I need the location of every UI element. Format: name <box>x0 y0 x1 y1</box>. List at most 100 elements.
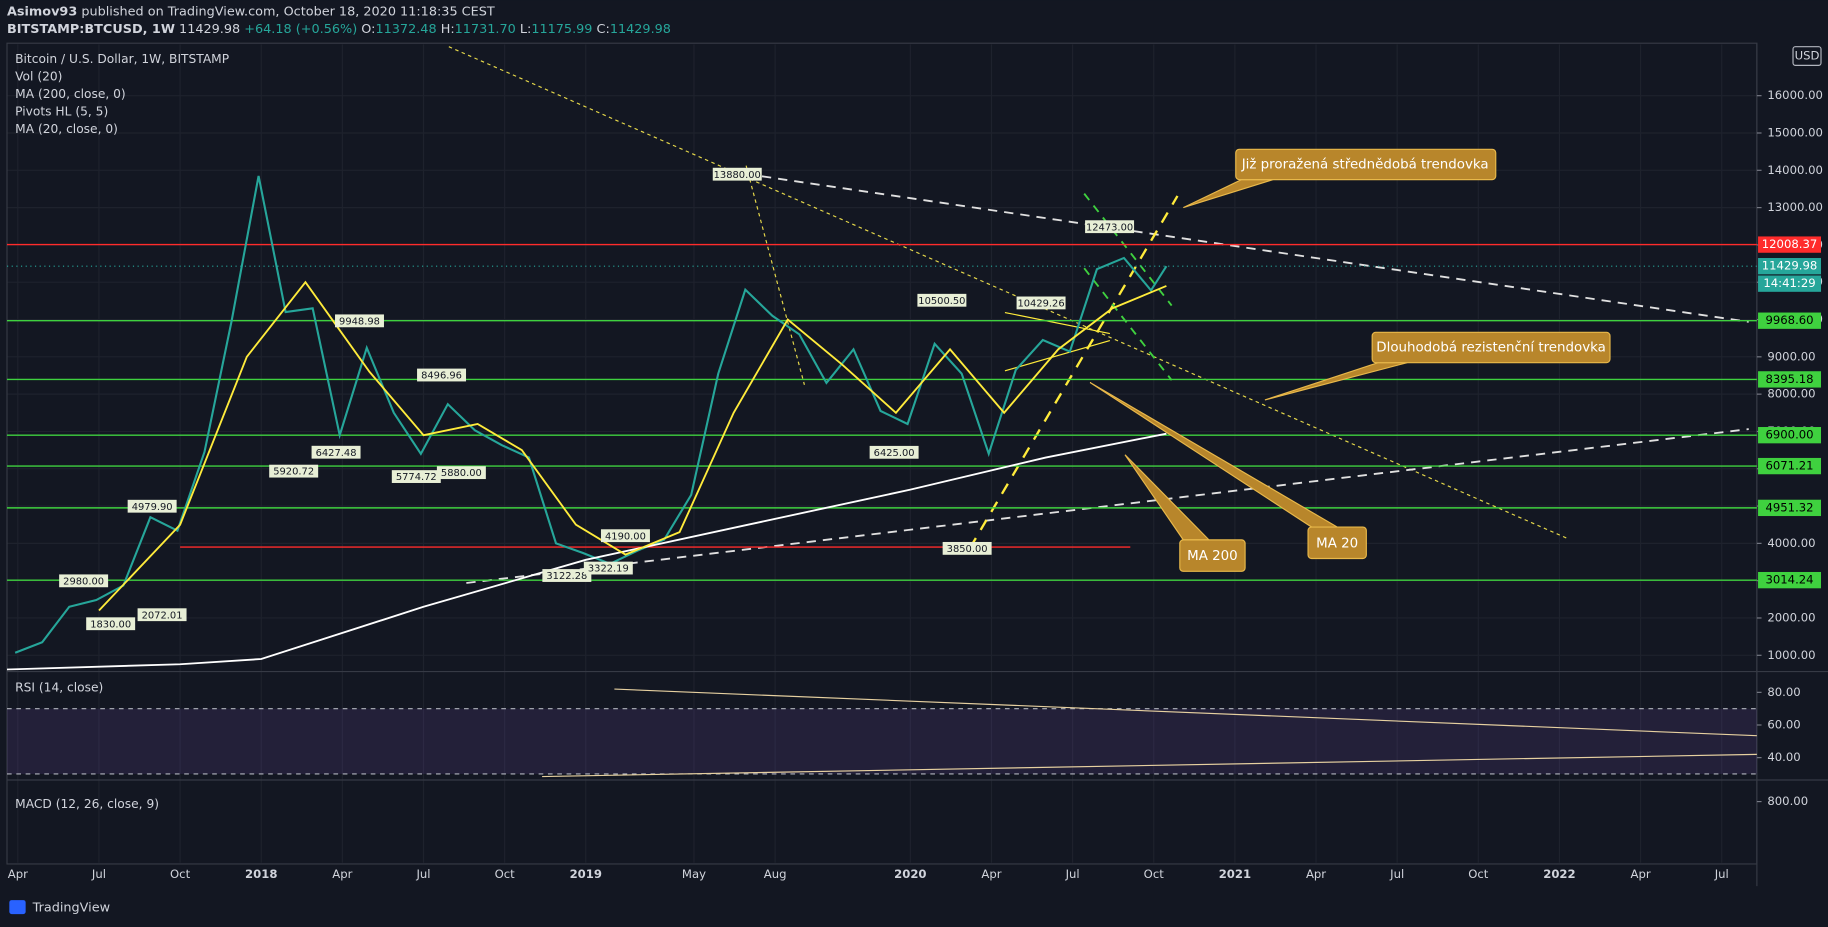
pivot-label: 10500.50 <box>918 296 965 307</box>
ohlc-key: O: <box>361 22 375 37</box>
pivot-label: 13880.00 <box>714 170 761 181</box>
level-label: 4951.32 <box>1765 500 1813 514</box>
x-tick-label: 2020 <box>894 867 926 881</box>
legend-item: Pivots HL (5, 5) <box>15 105 108 119</box>
rsi-band <box>6 708 1757 774</box>
pivot-box <box>269 464 319 478</box>
pivot-box <box>542 569 592 582</box>
y-tick-label: 16000.00 <box>1767 88 1823 102</box>
pivot-box <box>127 499 177 513</box>
drawings <box>448 46 1749 584</box>
header-line-1: Asimov93 published on TradingView.com, O… <box>7 4 495 19</box>
level-label: 6071.21 <box>1765 459 1813 473</box>
pane-borders <box>6 42 1828 887</box>
currency: USD <box>1795 49 1820 63</box>
pivot-box <box>86 617 136 631</box>
level-label: 12008.37 <box>1762 237 1818 251</box>
legend: Bitcoin / U.S. Dollar, 1W, BITSTAMP Vol … <box>15 52 229 811</box>
rsi-tick-label: 60.00 <box>1767 717 1800 731</box>
pivot-label: 5920.72 <box>273 467 314 478</box>
x-tick-label: Apr <box>332 867 352 881</box>
header-line-2: BITSTAMP:BTCUSD, 1W 11429.98 +64.18 (+0.… <box>7 22 671 37</box>
pivot-box <box>137 608 187 622</box>
footer: TradingView <box>9 900 110 916</box>
pivot-box <box>417 368 467 382</box>
pivot-box <box>59 574 109 588</box>
ohlc-value: 11175.99 <box>531 22 592 37</box>
series-line <box>14 175 1168 654</box>
callout-text: MA 200 <box>1187 549 1238 564</box>
pivot-label: 6425.00 <box>874 448 915 459</box>
y-tick-label: 2000.00 <box>1767 610 1815 624</box>
x-tick-label: Oct <box>1144 867 1165 881</box>
x-tick-label: Oct <box>1468 867 1489 881</box>
rsi-tick-label: 80.00 <box>1767 685 1800 699</box>
pivot-label: 4190.00 <box>605 531 646 542</box>
rsi-drawings <box>542 688 1757 778</box>
change: +64.18 (+0.56%) <box>244 22 357 37</box>
marks: Apr Jul Oct 2018 Apr Jul Oct 2019 May Aug 2020 Apr J… <box>6 88 1823 881</box>
level-label: 6900.00 <box>1765 428 1813 442</box>
footer-brand: TradingView <box>32 901 110 916</box>
level-badge <box>1758 499 1822 517</box>
rsi-tick-label: 40.00 <box>1767 750 1800 764</box>
x-tick-label: Aug <box>764 867 787 881</box>
price: 11429.98 <box>179 22 240 37</box>
pivot-box <box>311 445 361 459</box>
pivot-box <box>600 529 650 543</box>
x-tick-label: Jul <box>415 867 430 881</box>
legend-item: MA (20, close, 0) <box>15 122 118 136</box>
pivot-box <box>869 445 919 459</box>
series-line <box>98 280 1167 612</box>
x-tick-label: Apr <box>981 867 1001 881</box>
ohlc-value: 11429.98 <box>610 22 671 37</box>
macd-title: MACD (12, 26, close, 9) <box>15 797 159 811</box>
level-badge <box>1758 312 1822 329</box>
y-tick-label: 15000.00 <box>1767 125 1823 139</box>
countdown-label: 14:41:29 <box>1763 276 1815 290</box>
pivot-label: 5880.00 <box>441 468 482 479</box>
ohlc-value: 11372.48 <box>375 22 436 37</box>
x-tick-label: Apr <box>1631 867 1651 881</box>
level-badge <box>1758 571 1822 589</box>
y-tick-label: 8000.00 <box>1767 387 1815 401</box>
x-tick-label: Apr <box>1306 867 1326 881</box>
x-tick-label: Jul <box>91 867 106 881</box>
x-tick-label: Apr <box>8 867 28 881</box>
pivot-label: 2072.01 <box>142 610 183 621</box>
author: Asimov93 <box>7 4 77 19</box>
legend-item: Vol (20) <box>15 70 62 84</box>
pivot-box <box>335 314 384 328</box>
y-tick-label: 1000.00 <box>1767 648 1815 662</box>
pivot-box <box>436 466 486 480</box>
series-line <box>6 432 1167 671</box>
pivot-label: 3850.00 <box>947 544 988 555</box>
published: published on TradingView.com, October 18… <box>81 4 495 19</box>
pivot-label: 1830.00 <box>90 619 131 630</box>
grid <box>6 44 1757 863</box>
pivot-box <box>917 293 967 307</box>
pivot-box <box>712 167 762 181</box>
x-tick-label: Jul <box>1065 867 1080 881</box>
macd-tick-label: 800.00 <box>1767 794 1808 808</box>
ohlc-key: L: <box>520 22 531 37</box>
level-badge <box>1758 236 1822 253</box>
pivot-label: 4979.90 <box>132 502 173 513</box>
level-badge <box>1758 427 1822 444</box>
callout-text: Již proražená střednědobá trendovka <box>1241 156 1489 172</box>
x-tick-label: Jul <box>1714 867 1729 881</box>
last-price-badge <box>1758 258 1822 275</box>
pivot-box <box>942 541 992 555</box>
pivot-label: 10429.26 <box>1017 299 1064 310</box>
pivot-label: 6427.48 <box>316 448 357 459</box>
y-tick-label: 9000.00 <box>1767 349 1815 363</box>
level-label: 8395.18 <box>1765 372 1813 386</box>
y-tick-label: 14000.00 <box>1767 163 1823 177</box>
x-tick-label: 2018 <box>245 867 277 881</box>
last-price-label: 11429.98 <box>1762 259 1818 273</box>
level-label: 9968.60 <box>1765 313 1813 327</box>
pivot-label: 9948.98 <box>339 316 380 327</box>
